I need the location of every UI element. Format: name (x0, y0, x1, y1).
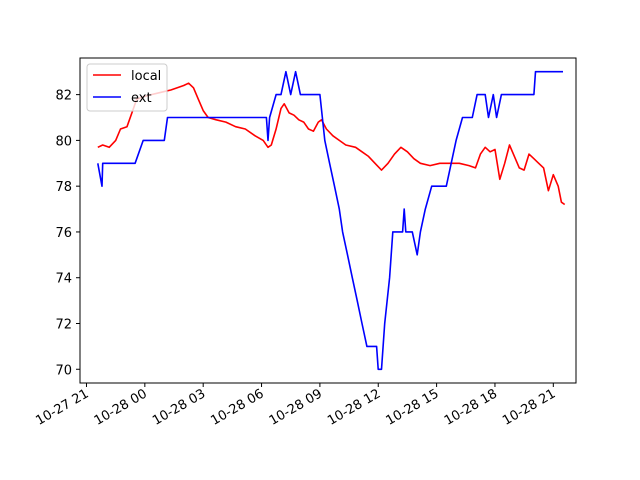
axes-layer (79, 57, 577, 384)
x-tick-label: 10-28 12 (325, 386, 383, 428)
plot-area (80, 58, 576, 383)
x-axis-ticks: 10-27 21 10-28 00 10-28 03 10-28 06 10-28 09… (33, 383, 558, 429)
x-tick-label: 10-28 21 (500, 386, 558, 428)
y-tick-label: 76 (55, 226, 72, 241)
series-line-ext (97, 70, 563, 371)
y-tick-label: 74 (55, 272, 72, 287)
series-line-local (97, 82, 566, 206)
x-tick-label: 10-28 09 (267, 386, 325, 428)
series-layer (97, 70, 566, 371)
legend: local ext (86, 63, 168, 112)
y-tick-label: 82 (55, 89, 72, 104)
x-tick-label: 10-28 15 (383, 386, 441, 428)
x-tick-label: 10-28 06 (208, 386, 266, 428)
y-tick-label: 80 (55, 134, 72, 149)
y-tick-label: 78 (55, 180, 72, 195)
x-tick-label: 10-28 03 (150, 386, 208, 428)
x-tick-label: 10-27 21 (33, 386, 91, 428)
legend-label-local: local (131, 69, 161, 84)
y-tick-label: 70 (55, 363, 72, 378)
axes-frame (79, 57, 577, 384)
y-axis-ticks: 70 72 74 76 78 80 82 (55, 89, 80, 378)
x-tick-label: 10-28 00 (92, 386, 150, 428)
x-tick-label: 10-28 18 (442, 386, 500, 428)
legend-label-ext: ext (131, 91, 152, 106)
y-tick-label: 72 (55, 317, 72, 332)
